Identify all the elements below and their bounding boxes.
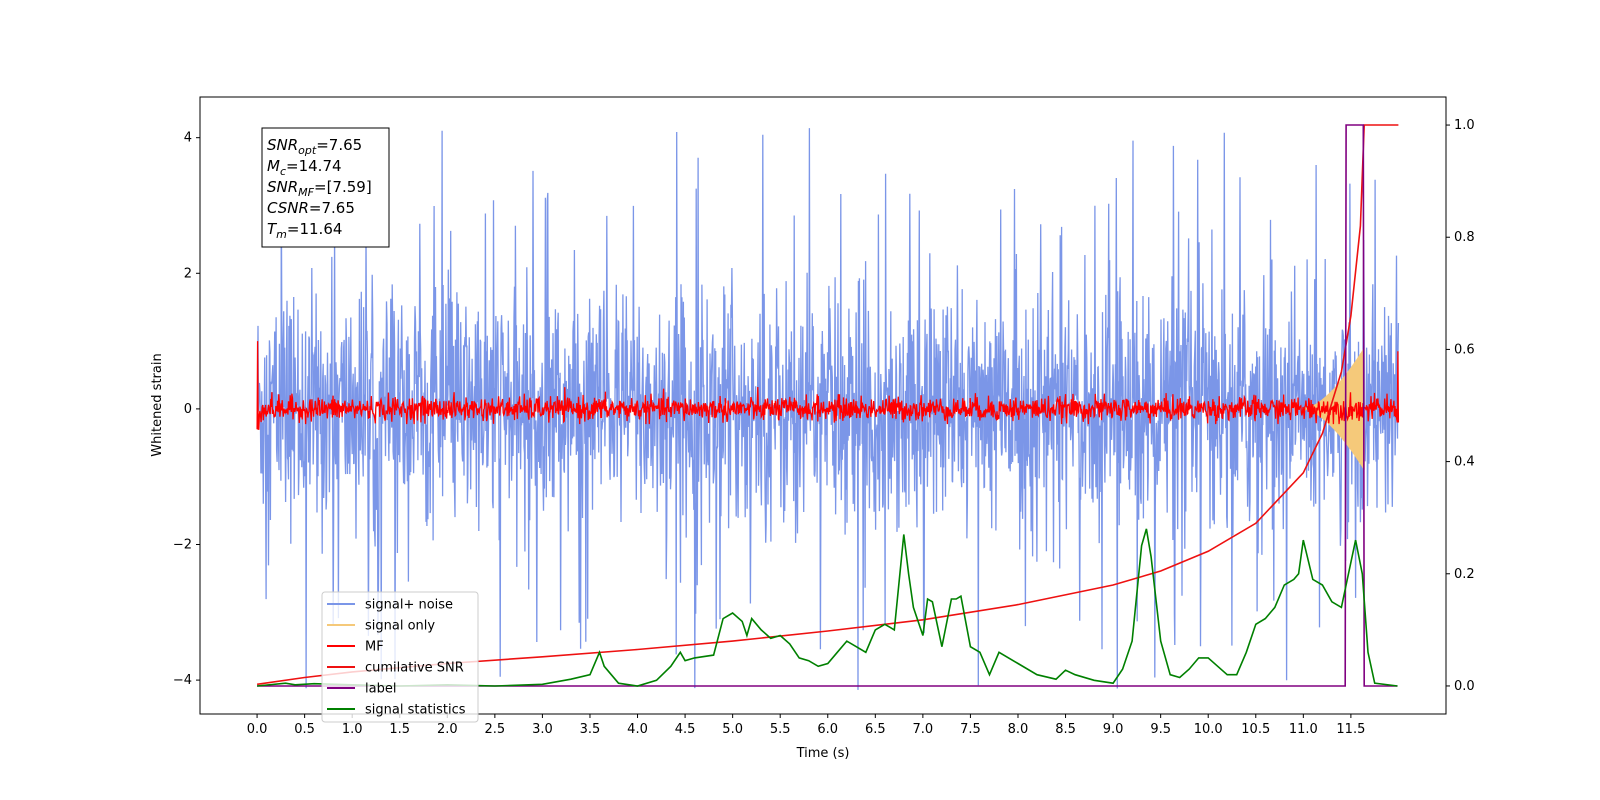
y2-tick-label: 0.6 bbox=[1454, 342, 1475, 357]
annotation-line: Mc=14.74 bbox=[267, 157, 342, 178]
y-tick-label: 0 bbox=[184, 402, 192, 417]
y2-tick-label: 0.8 bbox=[1454, 230, 1475, 245]
x-tick-label: 3.0 bbox=[532, 722, 553, 737]
x-tick-label: 5.0 bbox=[722, 722, 743, 737]
label-line bbox=[257, 124, 1398, 687]
line-series-group bbox=[256, 124, 1399, 687]
x-tick-label: 10.5 bbox=[1241, 722, 1270, 737]
x-tick-label: 11.0 bbox=[1289, 722, 1318, 737]
x-axis-ticks: 0.0 0.5 1.0 1.5 2.0 2.5 3.0 3.5 4.0 4.5 5.0 5.5 6.0 6… bbox=[247, 714, 1365, 737]
x-tick-label: 1.5 bbox=[389, 722, 410, 737]
x-tick-label: 6.0 bbox=[817, 722, 838, 737]
legend-entries: signal+ noise signal only MF cumilative SNR… bbox=[327, 598, 466, 718]
x-tick-label: 9.0 bbox=[1103, 722, 1124, 737]
legend-label: signal only bbox=[365, 619, 435, 634]
y-tick-label: −2 bbox=[173, 537, 192, 552]
legend-label: MF bbox=[365, 640, 384, 655]
annotation-box: SNRopt=7.65Mc=14.74SNRMF=[7.59]CSNR=7.65… bbox=[261, 127, 390, 248]
y2-tick-label: 0.0 bbox=[1454, 679, 1475, 694]
legend-label: label bbox=[365, 682, 396, 697]
y2-tick-label: 0.2 bbox=[1454, 567, 1475, 582]
annotation-line: SNRMF=[7.59] bbox=[267, 178, 372, 199]
y-tick-label: 4 bbox=[184, 131, 192, 146]
x-tick-label: 2.0 bbox=[437, 722, 458, 737]
y2-tick-label: 1.0 bbox=[1454, 118, 1475, 133]
x-tick-label: 0.0 bbox=[247, 722, 268, 737]
x-tick-label: 6.5 bbox=[865, 722, 886, 737]
annotation-line: SNRopt=7.65 bbox=[267, 136, 362, 157]
y-tick-label: 2 bbox=[184, 266, 192, 281]
legend-frame bbox=[321, 591, 479, 723]
annotation-line: CSNR=7.65 bbox=[267, 199, 355, 217]
x-tick-label: 0.5 bbox=[294, 722, 315, 737]
x-tick-label: 2.5 bbox=[485, 722, 506, 737]
plot-frame bbox=[199, 96, 1447, 715]
legend-label: signal statistics bbox=[365, 703, 466, 718]
cumilative-snr-line bbox=[256, 124, 1399, 686]
legend-label: cumilative SNR bbox=[365, 661, 464, 676]
x-tick-label: 8.5 bbox=[1055, 722, 1076, 737]
y2-axis-ticks: 0.0 0.2 0.4 0.6 0.8 1.0 bbox=[1446, 118, 1475, 694]
annotation-line: Tm=11.64 bbox=[267, 220, 342, 241]
annotation-frame bbox=[261, 127, 390, 248]
x-tick-label: 3.5 bbox=[580, 722, 601, 737]
mf-series bbox=[256, 341, 1400, 430]
x-tick-label: 4.0 bbox=[627, 722, 648, 737]
x-tick-label: 8.0 bbox=[1008, 722, 1029, 737]
x-tick-label: 10.0 bbox=[1194, 722, 1223, 737]
x-tick-label: 11.5 bbox=[1336, 722, 1365, 737]
y-axis-label: Whitened strain bbox=[150, 353, 165, 456]
x-tick-label: 7.0 bbox=[913, 722, 934, 737]
x-tick-label: 5.5 bbox=[770, 722, 791, 737]
y-tick-label: −4 bbox=[173, 673, 192, 688]
legend-label: signal+ noise bbox=[365, 598, 453, 613]
x-tick-label: 1.0 bbox=[342, 722, 363, 737]
annotation-lines: SNRopt=7.65Mc=14.74SNRMF=[7.59]CSNR=7.65… bbox=[267, 136, 372, 241]
x-tick-label: 9.5 bbox=[1150, 722, 1171, 737]
signal-statistics-line bbox=[257, 528, 1398, 687]
signal-noise-series bbox=[256, 128, 1400, 690]
x-tick-label: 4.5 bbox=[675, 722, 696, 737]
y-axis-ticks: −4 −2 0 2 4 bbox=[173, 131, 200, 688]
x-tick-label: 7.5 bbox=[960, 722, 981, 737]
mf-line bbox=[256, 341, 1400, 430]
x-axis-label: Time (s) bbox=[796, 746, 850, 761]
legend: signal+ noise signal only MF cumilative SNR… bbox=[321, 591, 479, 723]
y2-tick-label: 0.4 bbox=[1454, 455, 1475, 470]
signal-noise-line bbox=[256, 128, 1400, 690]
